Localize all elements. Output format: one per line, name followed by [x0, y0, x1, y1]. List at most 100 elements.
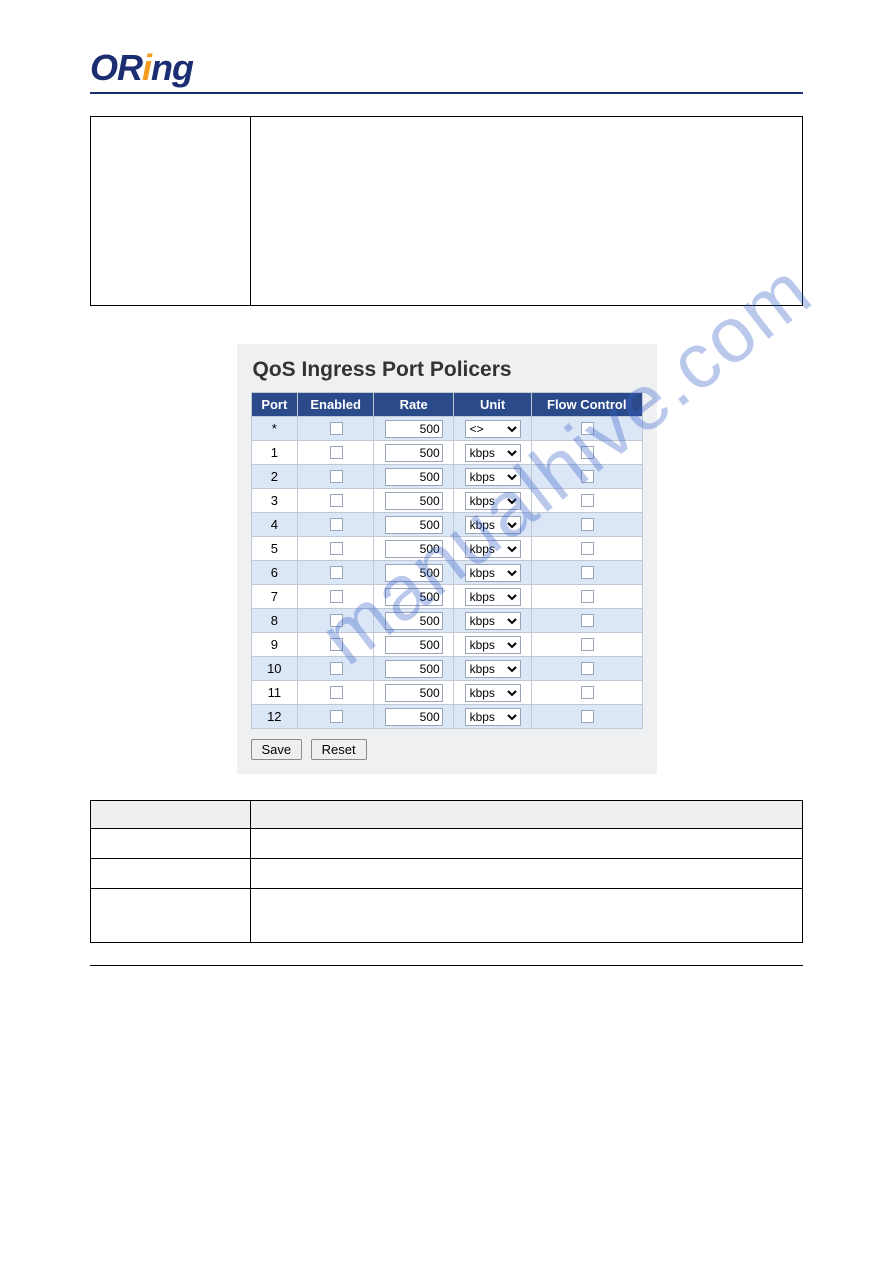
enabled-checkbox[interactable]	[330, 686, 343, 699]
rate-input[interactable]	[385, 588, 443, 606]
unit-select[interactable]: kbps	[465, 684, 521, 702]
flowcontrol-cell	[531, 633, 642, 657]
rate-cell	[374, 561, 454, 585]
unit-select[interactable]: kbps	[465, 516, 521, 534]
rate-cell	[374, 705, 454, 729]
desc-cell	[251, 859, 803, 889]
desc-head-left	[91, 801, 251, 829]
rate-input[interactable]	[385, 660, 443, 678]
table-row: 1kbps	[251, 441, 642, 465]
flowcontrol-checkbox[interactable]	[581, 518, 594, 531]
enabled-cell	[298, 585, 374, 609]
flowcontrol-cell	[531, 441, 642, 465]
enabled-cell	[298, 513, 374, 537]
flowcontrol-checkbox[interactable]	[581, 614, 594, 627]
rate-cell	[374, 513, 454, 537]
port-cell: 12	[251, 705, 298, 729]
flowcontrol-checkbox[interactable]	[581, 470, 594, 483]
flowcontrol-checkbox[interactable]	[581, 422, 594, 435]
unit-select[interactable]: kbps	[465, 636, 521, 654]
unit-cell: kbps	[454, 657, 532, 681]
unit-cell: kbps	[454, 537, 532, 561]
flowcontrol-cell	[531, 657, 642, 681]
rate-cell	[374, 489, 454, 513]
flowcontrol-checkbox[interactable]	[581, 710, 594, 723]
flowcontrol-checkbox[interactable]	[581, 566, 594, 579]
rate-input[interactable]	[385, 612, 443, 630]
enabled-cell	[298, 657, 374, 681]
enabled-checkbox[interactable]	[330, 494, 343, 507]
rate-input[interactable]	[385, 636, 443, 654]
qos-policers-panel: QoS Ingress Port Policers Port Enabled R…	[237, 344, 657, 774]
enabled-checkbox[interactable]	[330, 446, 343, 459]
param-box-top-left	[91, 117, 251, 305]
port-cell: 10	[251, 657, 298, 681]
param-box-top-right	[251, 117, 802, 305]
flowcontrol-cell	[531, 513, 642, 537]
rate-input[interactable]	[385, 684, 443, 702]
rate-input[interactable]	[385, 708, 443, 726]
enabled-cell	[298, 489, 374, 513]
flowcontrol-checkbox[interactable]	[581, 662, 594, 675]
reset-button[interactable]: Reset	[311, 739, 367, 760]
port-cell: 9	[251, 633, 298, 657]
desc-cell	[91, 859, 251, 889]
rate-cell	[374, 681, 454, 705]
flowcontrol-checkbox[interactable]	[581, 590, 594, 603]
unit-cell: <>	[454, 417, 532, 441]
enabled-cell	[298, 537, 374, 561]
rate-input[interactable]	[385, 540, 443, 558]
rate-input[interactable]	[385, 492, 443, 510]
flowcontrol-checkbox[interactable]	[581, 446, 594, 459]
flowcontrol-checkbox[interactable]	[581, 494, 594, 507]
flowcontrol-checkbox[interactable]	[581, 542, 594, 555]
enabled-checkbox[interactable]	[330, 470, 343, 483]
enabled-checkbox[interactable]	[330, 518, 343, 531]
port-cell: *	[251, 417, 298, 441]
unit-cell: kbps	[454, 441, 532, 465]
enabled-checkbox[interactable]	[330, 566, 343, 579]
enabled-cell	[298, 441, 374, 465]
enabled-checkbox[interactable]	[330, 710, 343, 723]
table-row: 8kbps	[251, 609, 642, 633]
rate-cell	[374, 633, 454, 657]
enabled-checkbox[interactable]	[330, 590, 343, 603]
enabled-checkbox[interactable]	[330, 638, 343, 651]
table-row: 6 kbps	[251, 561, 642, 585]
rate-input[interactable]	[385, 420, 443, 438]
enabled-checkbox[interactable]	[330, 662, 343, 675]
save-button[interactable]: Save	[251, 739, 303, 760]
rate-input[interactable]	[385, 444, 443, 462]
rate-cell	[374, 441, 454, 465]
enabled-checkbox[interactable]	[330, 422, 343, 435]
flowcontrol-cell	[531, 465, 642, 489]
flowcontrol-checkbox[interactable]	[581, 638, 594, 651]
col-port: Port	[251, 393, 298, 417]
unit-select[interactable]: kbps	[465, 444, 521, 462]
unit-select[interactable]: kbps	[465, 588, 521, 606]
table-row: 12 kbps	[251, 705, 642, 729]
unit-select[interactable]: <>	[465, 420, 521, 438]
unit-select[interactable]: kbps	[465, 612, 521, 630]
enabled-cell	[298, 465, 374, 489]
rate-input[interactable]	[385, 516, 443, 534]
port-cell: 6	[251, 561, 298, 585]
flowcontrol-checkbox[interactable]	[581, 686, 594, 699]
rate-input[interactable]	[385, 564, 443, 582]
brand-logo: ORing	[90, 50, 803, 92]
rate-input[interactable]	[385, 468, 443, 486]
enabled-checkbox[interactable]	[330, 542, 343, 555]
flowcontrol-cell	[531, 417, 642, 441]
unit-select[interactable]: kbps	[465, 708, 521, 726]
rate-cell	[374, 609, 454, 633]
unit-select[interactable]: kbps	[465, 660, 521, 678]
unit-select[interactable]: kbps	[465, 492, 521, 510]
header-rule	[90, 92, 803, 94]
unit-select[interactable]: kbps	[465, 564, 521, 582]
unit-select[interactable]: kbps	[465, 468, 521, 486]
unit-cell: kbps	[454, 465, 532, 489]
unit-cell: kbps	[454, 705, 532, 729]
unit-select[interactable]: kbps	[465, 540, 521, 558]
flowcontrol-cell	[531, 585, 642, 609]
enabled-checkbox[interactable]	[330, 614, 343, 627]
